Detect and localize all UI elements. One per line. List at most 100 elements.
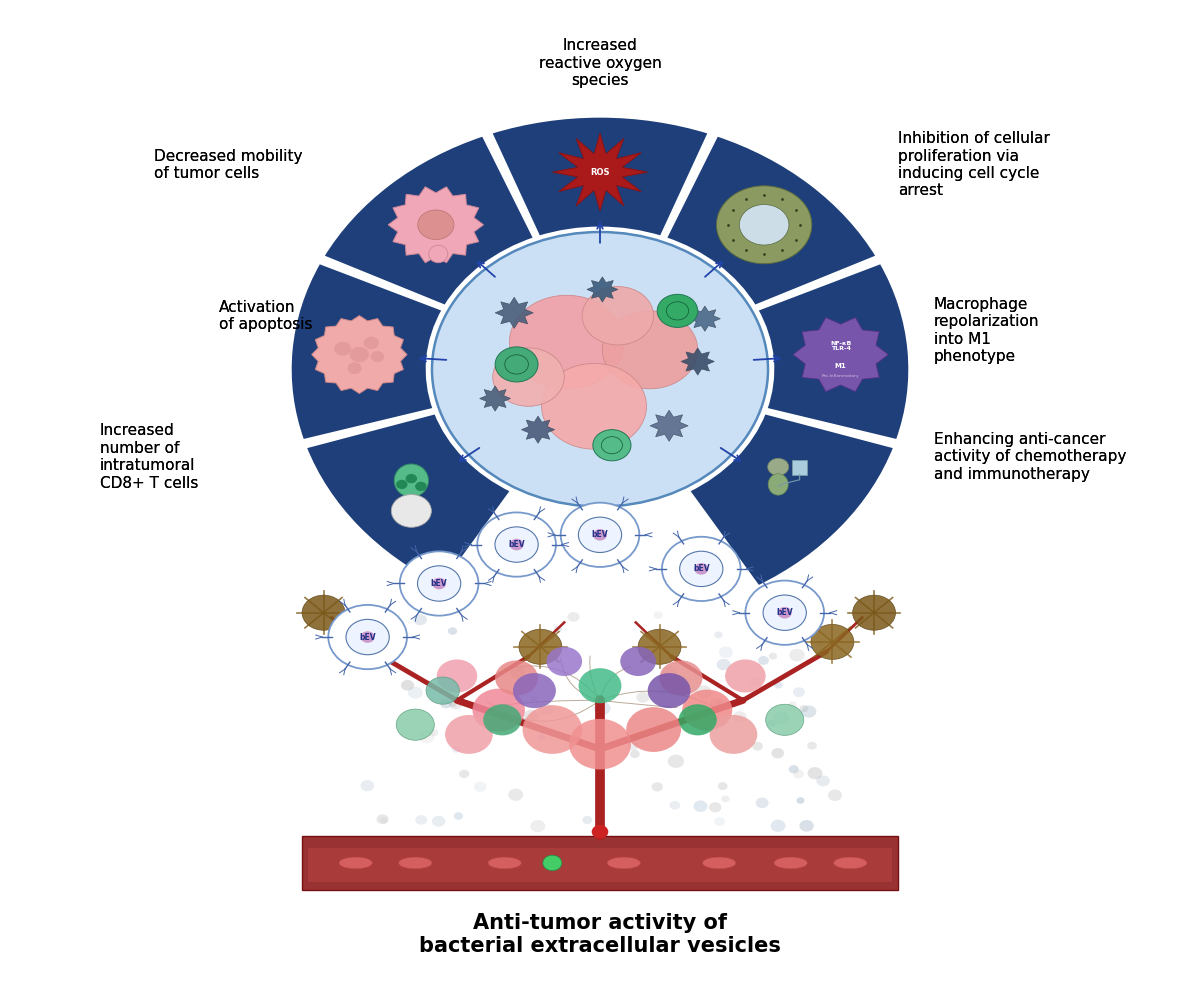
Circle shape — [828, 790, 842, 801]
Circle shape — [484, 704, 521, 736]
Circle shape — [510, 666, 526, 679]
Circle shape — [793, 770, 804, 779]
Text: bEV: bEV — [592, 530, 608, 539]
Circle shape — [658, 295, 697, 327]
Text: Enhancing anti-cancer
activity of chemotherapy
and immunotherapy: Enhancing anti-cancer activity of chemot… — [934, 432, 1126, 482]
Circle shape — [494, 527, 539, 563]
Text: Macrophage
repolarization
into M1
phenotype: Macrophage repolarization into M1 phenot… — [934, 297, 1039, 364]
Circle shape — [414, 615, 427, 626]
Text: M1: M1 — [835, 363, 846, 369]
Ellipse shape — [488, 857, 521, 869]
Polygon shape — [312, 315, 407, 394]
Circle shape — [721, 795, 730, 802]
Circle shape — [768, 459, 788, 475]
Circle shape — [569, 719, 631, 770]
Circle shape — [715, 699, 726, 707]
Text: Increased
reactive oxygen
species: Increased reactive oxygen species — [539, 38, 661, 88]
Circle shape — [701, 727, 708, 733]
Circle shape — [718, 782, 727, 790]
Circle shape — [560, 503, 640, 567]
Circle shape — [350, 347, 368, 362]
Circle shape — [695, 685, 712, 699]
Circle shape — [493, 348, 564, 407]
Circle shape — [802, 705, 816, 718]
Circle shape — [449, 701, 456, 707]
Circle shape — [364, 337, 379, 350]
Circle shape — [714, 817, 725, 826]
Circle shape — [530, 695, 538, 702]
Circle shape — [448, 627, 457, 634]
Text: Increased
number of
intratumoral
CD8+ T cells: Increased number of intratumoral CD8+ T … — [100, 423, 198, 491]
Circle shape — [437, 660, 478, 692]
Circle shape — [415, 815, 427, 825]
Circle shape — [593, 529, 607, 541]
Circle shape — [592, 825, 608, 839]
Text: Enhancing anti-cancer
activity of chemotherapy
and immunotherapy: Enhancing anti-cancer activity of chemot… — [934, 432, 1126, 482]
Circle shape — [709, 715, 757, 754]
Circle shape — [763, 595, 806, 630]
Circle shape — [660, 666, 677, 680]
Circle shape — [524, 710, 539, 722]
Circle shape — [400, 551, 479, 616]
Circle shape — [496, 661, 538, 695]
Circle shape — [554, 627, 562, 632]
Text: Inhibition of cellular
proliferation via
inducing cell cycle
arrest: Inhibition of cellular proliferation via… — [898, 132, 1050, 198]
Circle shape — [752, 741, 763, 750]
Bar — [792, 460, 806, 474]
Circle shape — [360, 631, 374, 643]
Circle shape — [695, 563, 708, 574]
Circle shape — [426, 677, 460, 704]
Circle shape — [620, 647, 656, 676]
Circle shape — [546, 647, 582, 676]
Circle shape — [440, 699, 451, 708]
Circle shape — [628, 741, 638, 751]
Circle shape — [538, 734, 546, 740]
Circle shape — [396, 480, 408, 489]
Text: bEV: bEV — [776, 608, 793, 618]
Circle shape — [750, 679, 761, 686]
Circle shape — [719, 646, 733, 658]
Bar — [308, 848, 892, 883]
Circle shape — [541, 363, 647, 449]
Circle shape — [793, 687, 805, 697]
Circle shape — [799, 820, 814, 832]
Circle shape — [496, 347, 538, 382]
Circle shape — [667, 754, 684, 768]
Circle shape — [510, 296, 624, 389]
Circle shape — [648, 673, 690, 708]
Text: Activation
of apoptosis: Activation of apoptosis — [218, 300, 312, 332]
Text: Macrophage
repolarization
into M1
phenotype: Macrophage repolarization into M1 phenot… — [934, 297, 1039, 364]
Text: Anti-tumor activity of
bacterial extracellular vesicles: Anti-tumor activity of bacterial extrace… — [419, 913, 781, 956]
Circle shape — [377, 814, 389, 824]
Circle shape — [454, 812, 463, 820]
Circle shape — [816, 776, 829, 787]
Ellipse shape — [768, 473, 788, 495]
Circle shape — [380, 817, 388, 824]
Circle shape — [853, 595, 895, 630]
Circle shape — [432, 232, 768, 507]
Ellipse shape — [774, 857, 808, 869]
Circle shape — [445, 715, 493, 754]
Circle shape — [542, 855, 562, 871]
Circle shape — [788, 765, 799, 774]
Circle shape — [752, 626, 763, 634]
Circle shape — [578, 668, 622, 703]
Circle shape — [582, 816, 593, 824]
Wedge shape — [305, 412, 511, 587]
Circle shape — [769, 653, 778, 660]
Circle shape — [816, 641, 823, 647]
Circle shape — [329, 605, 407, 669]
Circle shape — [636, 692, 649, 703]
Wedge shape — [290, 262, 443, 441]
Circle shape — [808, 741, 817, 749]
Circle shape — [582, 287, 654, 345]
Polygon shape — [496, 298, 533, 328]
Text: Decreased mobility
of tumor cells: Decreased mobility of tumor cells — [154, 148, 302, 181]
Circle shape — [745, 580, 824, 645]
Circle shape — [733, 711, 746, 723]
Wedge shape — [757, 262, 910, 441]
Circle shape — [716, 186, 812, 264]
Circle shape — [428, 729, 438, 736]
Circle shape — [334, 342, 352, 355]
Circle shape — [514, 673, 556, 708]
